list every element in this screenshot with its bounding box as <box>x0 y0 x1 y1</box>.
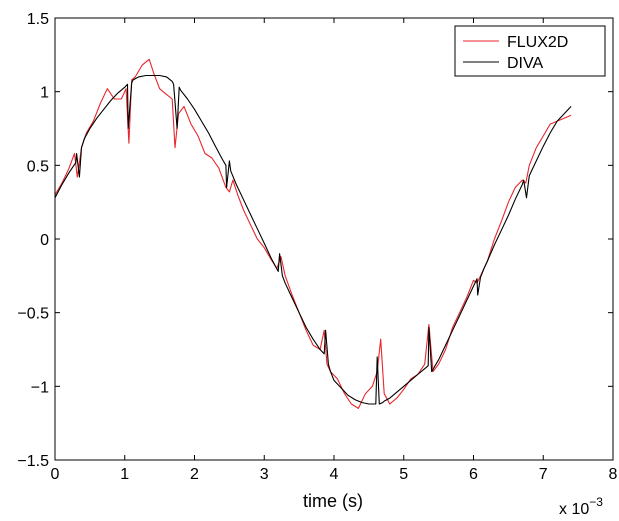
series-line-diva <box>55 74 572 405</box>
x-axis-label: time (s) <box>303 491 363 511</box>
legend-label-flux2d: FLUX2D <box>507 34 568 51</box>
series-layer <box>55 58 572 409</box>
y-tick-label: 1 <box>40 85 49 102</box>
tick-layer: 0 1 2 3 4 5 6 7 8 −1.5 −1 −0.5 0 0.5 1 1.5 <box>17 11 617 483</box>
legend-label-diva: DIVA <box>507 55 543 72</box>
x-tick-label: 8 <box>609 466 618 483</box>
legend: FLUX2D DIVA <box>454 25 606 77</box>
y-tick-label: 0 <box>40 232 49 249</box>
y-tick-label: −1 <box>31 379 49 396</box>
y-tick-label: 1.5 <box>27 11 49 28</box>
x-tick-label: 1 <box>120 466 129 483</box>
x-tick-label: 7 <box>539 466 548 483</box>
series-line-flux2d <box>55 58 572 409</box>
x-axis-multiplier-exponent: −3 <box>589 495 603 509</box>
x-tick-label: 4 <box>330 466 339 483</box>
y-tick-label: −1.5 <box>17 453 49 470</box>
x-tick-label: 5 <box>399 466 408 483</box>
x-tick-label: 2 <box>190 466 199 483</box>
y-tick-label: −0.5 <box>17 306 49 323</box>
x-tick-label: 3 <box>260 466 269 483</box>
x-axis-multiplier-base: x 10 <box>559 501 589 518</box>
legend-box <box>454 25 606 77</box>
plot-area: 0 1 2 3 4 5 6 7 8 −1.5 −1 −0.5 0 0.5 1 1.5 <box>17 11 617 483</box>
x-tick-label: 6 <box>469 466 478 483</box>
x-tick-label: 0 <box>51 466 60 483</box>
x-axis-multiplier: x 10−3 <box>559 495 603 518</box>
y-tick-label: 0.5 <box>27 158 49 175</box>
